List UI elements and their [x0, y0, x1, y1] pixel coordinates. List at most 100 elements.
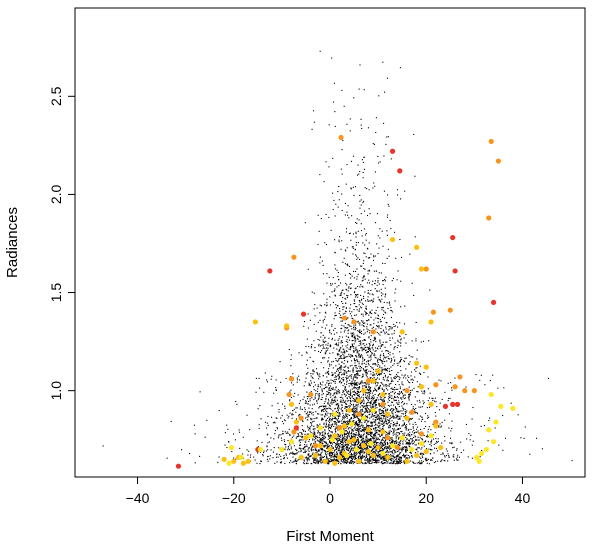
background-point [348, 337, 350, 339]
background-point [325, 443, 327, 445]
background-point [325, 353, 327, 355]
background-point [377, 450, 379, 452]
background-point [386, 257, 388, 259]
background-point [405, 457, 407, 459]
background-point [374, 430, 376, 432]
background-point [419, 401, 421, 403]
background-point [304, 441, 306, 443]
background-point [341, 336, 344, 338]
background-point [395, 434, 397, 436]
background-point [354, 425, 356, 427]
background-point [293, 435, 295, 437]
background-point [357, 440, 359, 442]
background-point [361, 367, 363, 369]
background-point [358, 350, 360, 352]
background-point [334, 456, 336, 458]
background-point [352, 461, 354, 463]
background-point [395, 451, 397, 453]
background-point [312, 428, 314, 430]
background-point [330, 229, 332, 231]
background-point [362, 440, 364, 442]
background-point [381, 444, 383, 446]
background-point [342, 313, 344, 315]
background-point [389, 451, 391, 453]
background-point [279, 361, 281, 363]
background-point [378, 283, 380, 285]
background-point [345, 458, 347, 460]
background-point [358, 354, 360, 357]
background-point [338, 413, 340, 415]
background-point [323, 410, 325, 413]
background-point [335, 410, 337, 412]
background-point [346, 294, 348, 296]
background-point [415, 423, 417, 426]
background-point [350, 458, 353, 460]
background-point [381, 350, 383, 352]
background-point [378, 435, 381, 437]
background-point [320, 405, 322, 407]
background-point [305, 373, 307, 375]
background-point [389, 328, 391, 330]
background-point [340, 328, 342, 330]
background-point [257, 446, 259, 448]
background-point [353, 351, 355, 353]
background-point [373, 438, 375, 440]
background-point [382, 400, 384, 402]
background-point [370, 402, 372, 404]
background-point [377, 433, 379, 435]
background-point [375, 404, 377, 406]
background-point [351, 430, 353, 432]
background-point [341, 320, 343, 322]
background-point [408, 441, 410, 443]
background-point [347, 434, 350, 436]
background-point [295, 460, 297, 462]
background-point [387, 443, 389, 445]
background-point [395, 443, 397, 445]
background-point [338, 350, 341, 352]
background-point [372, 450, 374, 452]
background-point [356, 278, 358, 280]
background-point [369, 311, 371, 313]
background-point [360, 427, 362, 429]
background-point [387, 385, 389, 387]
background-point [391, 412, 393, 414]
background-point [358, 446, 360, 448]
background-point [398, 393, 400, 395]
background-point [350, 384, 352, 386]
background-point [374, 356, 376, 358]
background-point [398, 384, 400, 386]
background-point [367, 354, 369, 356]
background-point [382, 414, 384, 416]
background-point [384, 414, 386, 416]
background-point [368, 445, 370, 447]
background-point [380, 429, 382, 431]
background-point [271, 375, 273, 377]
background-point [395, 407, 397, 409]
background-point [291, 413, 293, 415]
background-point [344, 298, 346, 300]
background-point [382, 439, 384, 441]
background-point [354, 365, 356, 367]
background-point [336, 411, 338, 414]
background-point [322, 381, 324, 383]
background-point [468, 433, 470, 435]
background-point [374, 447, 376, 449]
background-point [355, 254, 357, 256]
background-point [272, 422, 274, 424]
background-point [402, 396, 404, 398]
background-point [425, 412, 427, 414]
background-point [366, 351, 369, 353]
background-point [233, 457, 235, 459]
background-point [347, 366, 349, 368]
background-point [291, 417, 293, 419]
background-point [325, 409, 327, 411]
background-point [309, 411, 311, 414]
background-point [384, 376, 386, 378]
background-point [348, 457, 350, 460]
background-point [347, 413, 349, 415]
background-point [374, 312, 376, 314]
background-point [321, 419, 323, 421]
background-point [356, 349, 358, 351]
background-point [379, 386, 381, 388]
background-point [266, 422, 268, 424]
